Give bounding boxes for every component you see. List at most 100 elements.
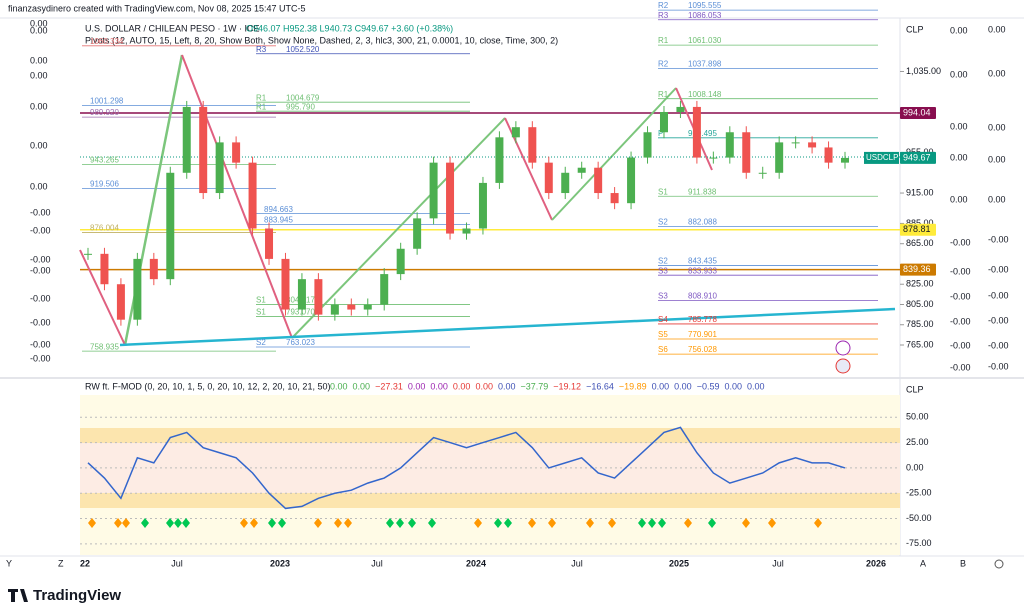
- scale-label: -0.00: [30, 317, 51, 327]
- candle: [561, 172, 570, 194]
- pivot-value: 1086.053: [688, 11, 722, 20]
- scale-label: 0.00: [988, 68, 1006, 78]
- candle: [495, 137, 504, 183]
- pivot-value: 919.506: [90, 180, 119, 189]
- footer-button[interactable]: B: [960, 558, 966, 568]
- pivot-tag: S1: [256, 308, 266, 317]
- pivot-value: 758.935: [90, 342, 119, 351]
- signal-marker: [240, 518, 248, 528]
- footer-button[interactable]: Y: [6, 558, 12, 568]
- y-tick-label: 50.00: [906, 412, 929, 422]
- currency: CLP: [906, 24, 924, 34]
- candle: [742, 132, 751, 173]
- brand: TradingView: [33, 587, 121, 604]
- candle: [347, 304, 356, 310]
- pivot-tag: S3: [658, 266, 668, 275]
- y-tick-label: 785.00: [906, 319, 934, 329]
- y-tick-label: 915.00: [906, 187, 934, 197]
- indicator-value: 0.00: [353, 381, 371, 391]
- pivot-value: 770.901: [688, 330, 717, 339]
- scale-label: -0.00: [988, 234, 1009, 244]
- pivot-value: 995.790: [286, 102, 315, 111]
- scale-label: -0.00: [950, 362, 971, 372]
- pivot-tag: R2: [658, 60, 669, 69]
- signal-marker: [141, 518, 149, 528]
- trend-drawing: [291, 117, 506, 339]
- signal-marker: [88, 518, 96, 528]
- candle: [166, 172, 175, 280]
- pivot-value: 894.663: [264, 205, 293, 214]
- candle: [84, 253, 92, 255]
- signal-marker: [658, 518, 666, 528]
- scale-label: -0.00: [988, 290, 1009, 300]
- indicator-value: −19.89: [619, 381, 647, 391]
- pivot-tag: R3: [256, 45, 267, 54]
- candle: [544, 162, 553, 194]
- indicator-value: 0.00: [724, 381, 742, 391]
- y-tick-label: 955.00: [906, 147, 934, 157]
- candle: [149, 258, 158, 280]
- pivot-tag: R1: [658, 90, 669, 99]
- pivot-tag: S1: [658, 187, 668, 196]
- candle: [594, 167, 603, 194]
- candle: [775, 142, 784, 173]
- signal-marker: [548, 518, 556, 528]
- indicator-value: 0.00: [652, 381, 670, 391]
- event-icon[interactable]: [835, 340, 851, 356]
- signal-marker: [638, 518, 646, 528]
- pivots-legend: Pivots (12, AUTO, 15, Left, 8, 20, Show …: [85, 35, 558, 45]
- signal-marker: [814, 518, 822, 528]
- pivot-tag: R1: [256, 93, 267, 102]
- signal-marker: [408, 518, 416, 528]
- candle: [824, 147, 833, 163]
- y-tick-label: -25.00: [906, 488, 932, 498]
- candle: [232, 142, 241, 163]
- pivot-tag: R2: [658, 1, 669, 10]
- indicator-value: 0.00: [330, 381, 348, 391]
- candle: [413, 218, 422, 249]
- x-tick-label: 2023: [270, 558, 290, 568]
- candle: [429, 162, 438, 219]
- candle: [841, 157, 849, 163]
- candle: [100, 253, 109, 285]
- pivot-tag: S2: [256, 338, 266, 347]
- candle: [478, 182, 487, 229]
- candle: [248, 162, 257, 229]
- support-line: [119, 307, 896, 347]
- pivot-tag: S2: [658, 217, 668, 226]
- scale-label: -0.00: [30, 207, 51, 217]
- x-tick-label: 22: [80, 558, 90, 568]
- signal-marker: [114, 518, 122, 528]
- scale-label: -0.00: [950, 266, 971, 276]
- pivot-value: 1001.298: [90, 97, 124, 106]
- scale-label: -0.00: [30, 293, 51, 303]
- scale-label: -0.00: [950, 237, 971, 247]
- candle: [511, 127, 520, 138]
- candle: [627, 157, 636, 204]
- indicator-line: [87, 426, 846, 510]
- x-tick-label: Jul: [371, 558, 383, 568]
- scale-label: 0.00: [30, 18, 48, 28]
- trend-drawing: [181, 54, 293, 339]
- pivot-tag: R3: [658, 11, 669, 20]
- indicator-value: 0.00: [674, 381, 692, 391]
- scale-label: -0.00: [30, 339, 51, 349]
- scale-label: 0.00: [950, 194, 968, 204]
- price-tag: [900, 151, 936, 164]
- scale-label: -0.00: [988, 264, 1009, 274]
- footer-button[interactable]: A: [920, 558, 926, 568]
- scale-label: 0.00: [988, 24, 1006, 34]
- candle: [199, 106, 208, 194]
- candle: [462, 228, 471, 234]
- signal-marker: [166, 518, 174, 528]
- candle: [133, 258, 142, 320]
- signal-marker: [386, 518, 394, 528]
- footer-button[interactable]: Z: [58, 558, 64, 568]
- settings-icon[interactable]: [994, 559, 1004, 569]
- candle: [577, 167, 586, 173]
- scale-label: -0.00: [950, 340, 971, 350]
- candle: [182, 106, 191, 173]
- scale-label: 0.00: [988, 194, 1006, 204]
- flag-icon[interactable]: [835, 358, 851, 374]
